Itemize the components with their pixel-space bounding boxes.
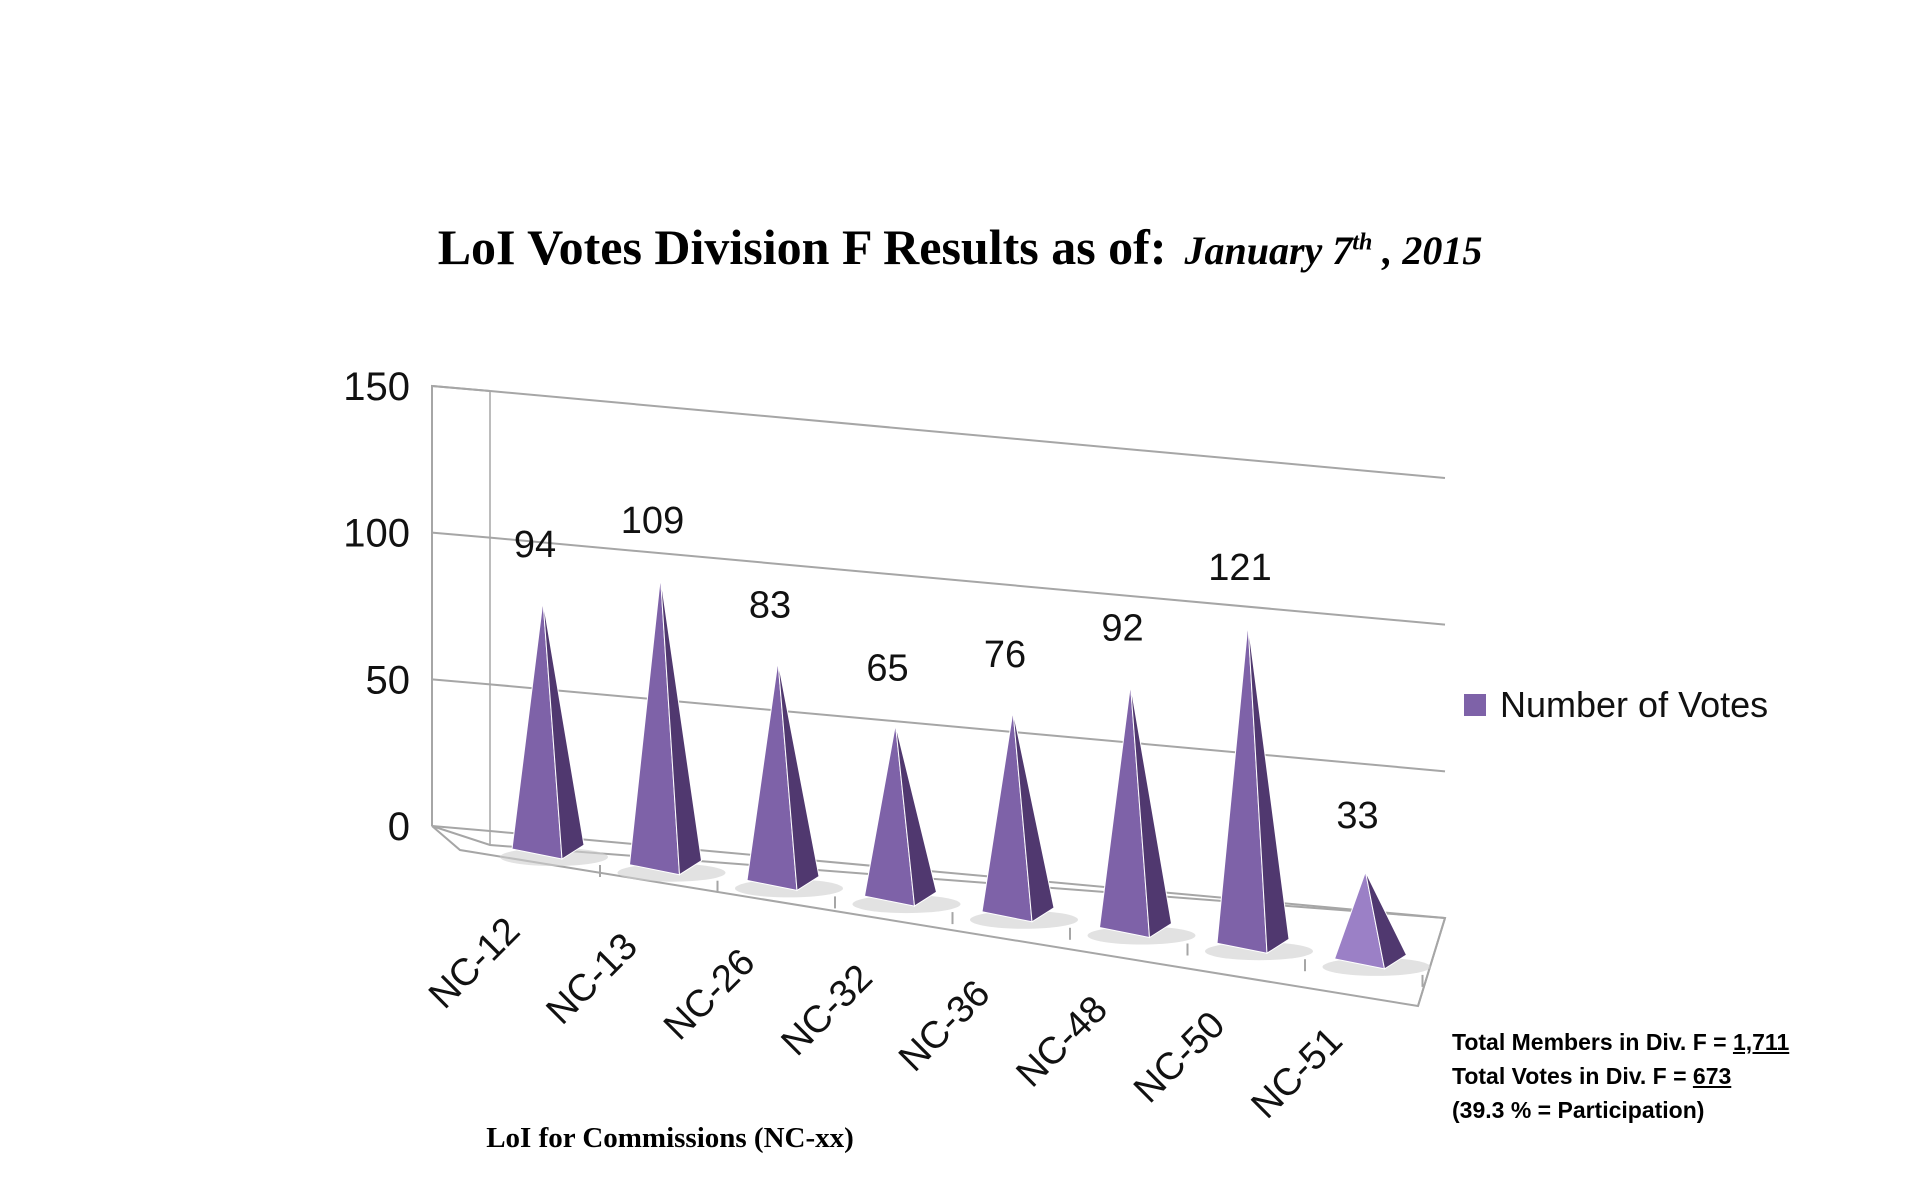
bar-side-face bbox=[1365, 871, 1408, 970]
bars bbox=[500, 576, 1431, 976]
bar-side-face bbox=[660, 576, 703, 876]
x-axis-title: LoI for Commissions (NC-xx) bbox=[486, 1122, 854, 1154]
gridline-left-50 bbox=[431, 678, 491, 686]
chart-title-date: January 7th , 2015 bbox=[1184, 228, 1482, 273]
data-label: 83 bbox=[749, 584, 791, 626]
pyramid-bar bbox=[617, 576, 726, 882]
gridline-left-150 bbox=[431, 385, 491, 392]
data-label: 76 bbox=[984, 634, 1026, 676]
y-tick-label: 0 bbox=[388, 805, 410, 849]
data-label: 65 bbox=[866, 648, 908, 690]
data-label: 121 bbox=[1208, 547, 1271, 589]
data-label: 92 bbox=[1101, 608, 1143, 650]
chart-walls bbox=[431, 384, 1447, 1008]
pyramid-bar bbox=[970, 711, 1078, 929]
x-tick-label: NC-13 bbox=[539, 925, 646, 1032]
floor-right-edge bbox=[1417, 917, 1446, 1007]
bar-side-face bbox=[1130, 684, 1173, 939]
members-label: Total Members in Div. F = bbox=[1452, 1029, 1733, 1055]
data-label: 94 bbox=[514, 524, 556, 566]
gridline-100 bbox=[489, 536, 1446, 626]
left-wall-edge bbox=[431, 384, 491, 826]
data-labels: 94 109 83 65 76 92 121 33 bbox=[514, 500, 1379, 837]
y-tick-label: 150 bbox=[343, 365, 410, 409]
pyramid-bar bbox=[735, 661, 843, 898]
votes-value: 673 bbox=[1692, 1063, 1732, 1089]
x-tick-label: NC-50 bbox=[1126, 1004, 1233, 1111]
pyramid-bar bbox=[1087, 684, 1196, 945]
x-tick-label: NC-26 bbox=[656, 941, 763, 1048]
y-tick-labels: 0 50 100 150 bbox=[343, 365, 410, 849]
pyramid-bar bbox=[852, 724, 961, 914]
bar-side-face bbox=[895, 724, 938, 907]
pyramid-bar bbox=[500, 600, 608, 866]
pyramid-bar bbox=[1322, 869, 1431, 976]
legend-swatch bbox=[1464, 694, 1486, 716]
data-label: 33 bbox=[1336, 795, 1378, 837]
legend: Number of Votes bbox=[1464, 684, 1768, 726]
totals-notes: Total Members in Div. F = 1,711 Total Vo… bbox=[1452, 1025, 1789, 1127]
data-label: 109 bbox=[621, 500, 684, 542]
bar-side-face bbox=[1247, 623, 1290, 955]
votes-label: Total Votes in Div. F = bbox=[1452, 1063, 1693, 1089]
gridline-left-0 bbox=[431, 825, 491, 832]
votes-line: Total Votes in Div. F = 673 bbox=[1452, 1059, 1789, 1093]
x-tick-label: NC-36 bbox=[891, 972, 998, 1079]
gridline-left-100 bbox=[431, 531, 491, 539]
bar-side-face bbox=[1012, 711, 1055, 923]
date-prefix: January 7 bbox=[1184, 228, 1353, 273]
gridlines bbox=[431, 385, 1446, 919]
members-value: 1,711 bbox=[1732, 1029, 1790, 1055]
x-tick-label: NC-51 bbox=[1244, 1020, 1351, 1127]
date-suffix: , 2015 bbox=[1372, 228, 1483, 273]
y-tick-label: 100 bbox=[343, 512, 410, 556]
date-superscript: th bbox=[1352, 229, 1373, 256]
bar-side-face bbox=[777, 661, 820, 892]
members-line: Total Members in Div. F = 1,711 bbox=[1452, 1025, 1789, 1059]
chart-title: LoI Votes Division F Results as of: Janua… bbox=[0, 218, 1920, 276]
gridline-150 bbox=[489, 390, 1446, 479]
y-tick-label: 50 bbox=[366, 658, 411, 702]
x-tick-label: NC-32 bbox=[774, 957, 881, 1064]
x-tick-label: NC-12 bbox=[421, 910, 528, 1017]
x-tick-label: NC-48 bbox=[1009, 988, 1116, 1095]
participation-line: (39.3 % = Participation) bbox=[1452, 1097, 1705, 1123]
chart-title-main: LoI Votes Division F Results as of: bbox=[437, 219, 1167, 275]
legend-label: Number of Votes bbox=[1500, 684, 1769, 725]
pyramid-bar bbox=[1205, 623, 1313, 961]
gridline-50 bbox=[489, 683, 1446, 773]
bar-side-face bbox=[542, 600, 585, 860]
